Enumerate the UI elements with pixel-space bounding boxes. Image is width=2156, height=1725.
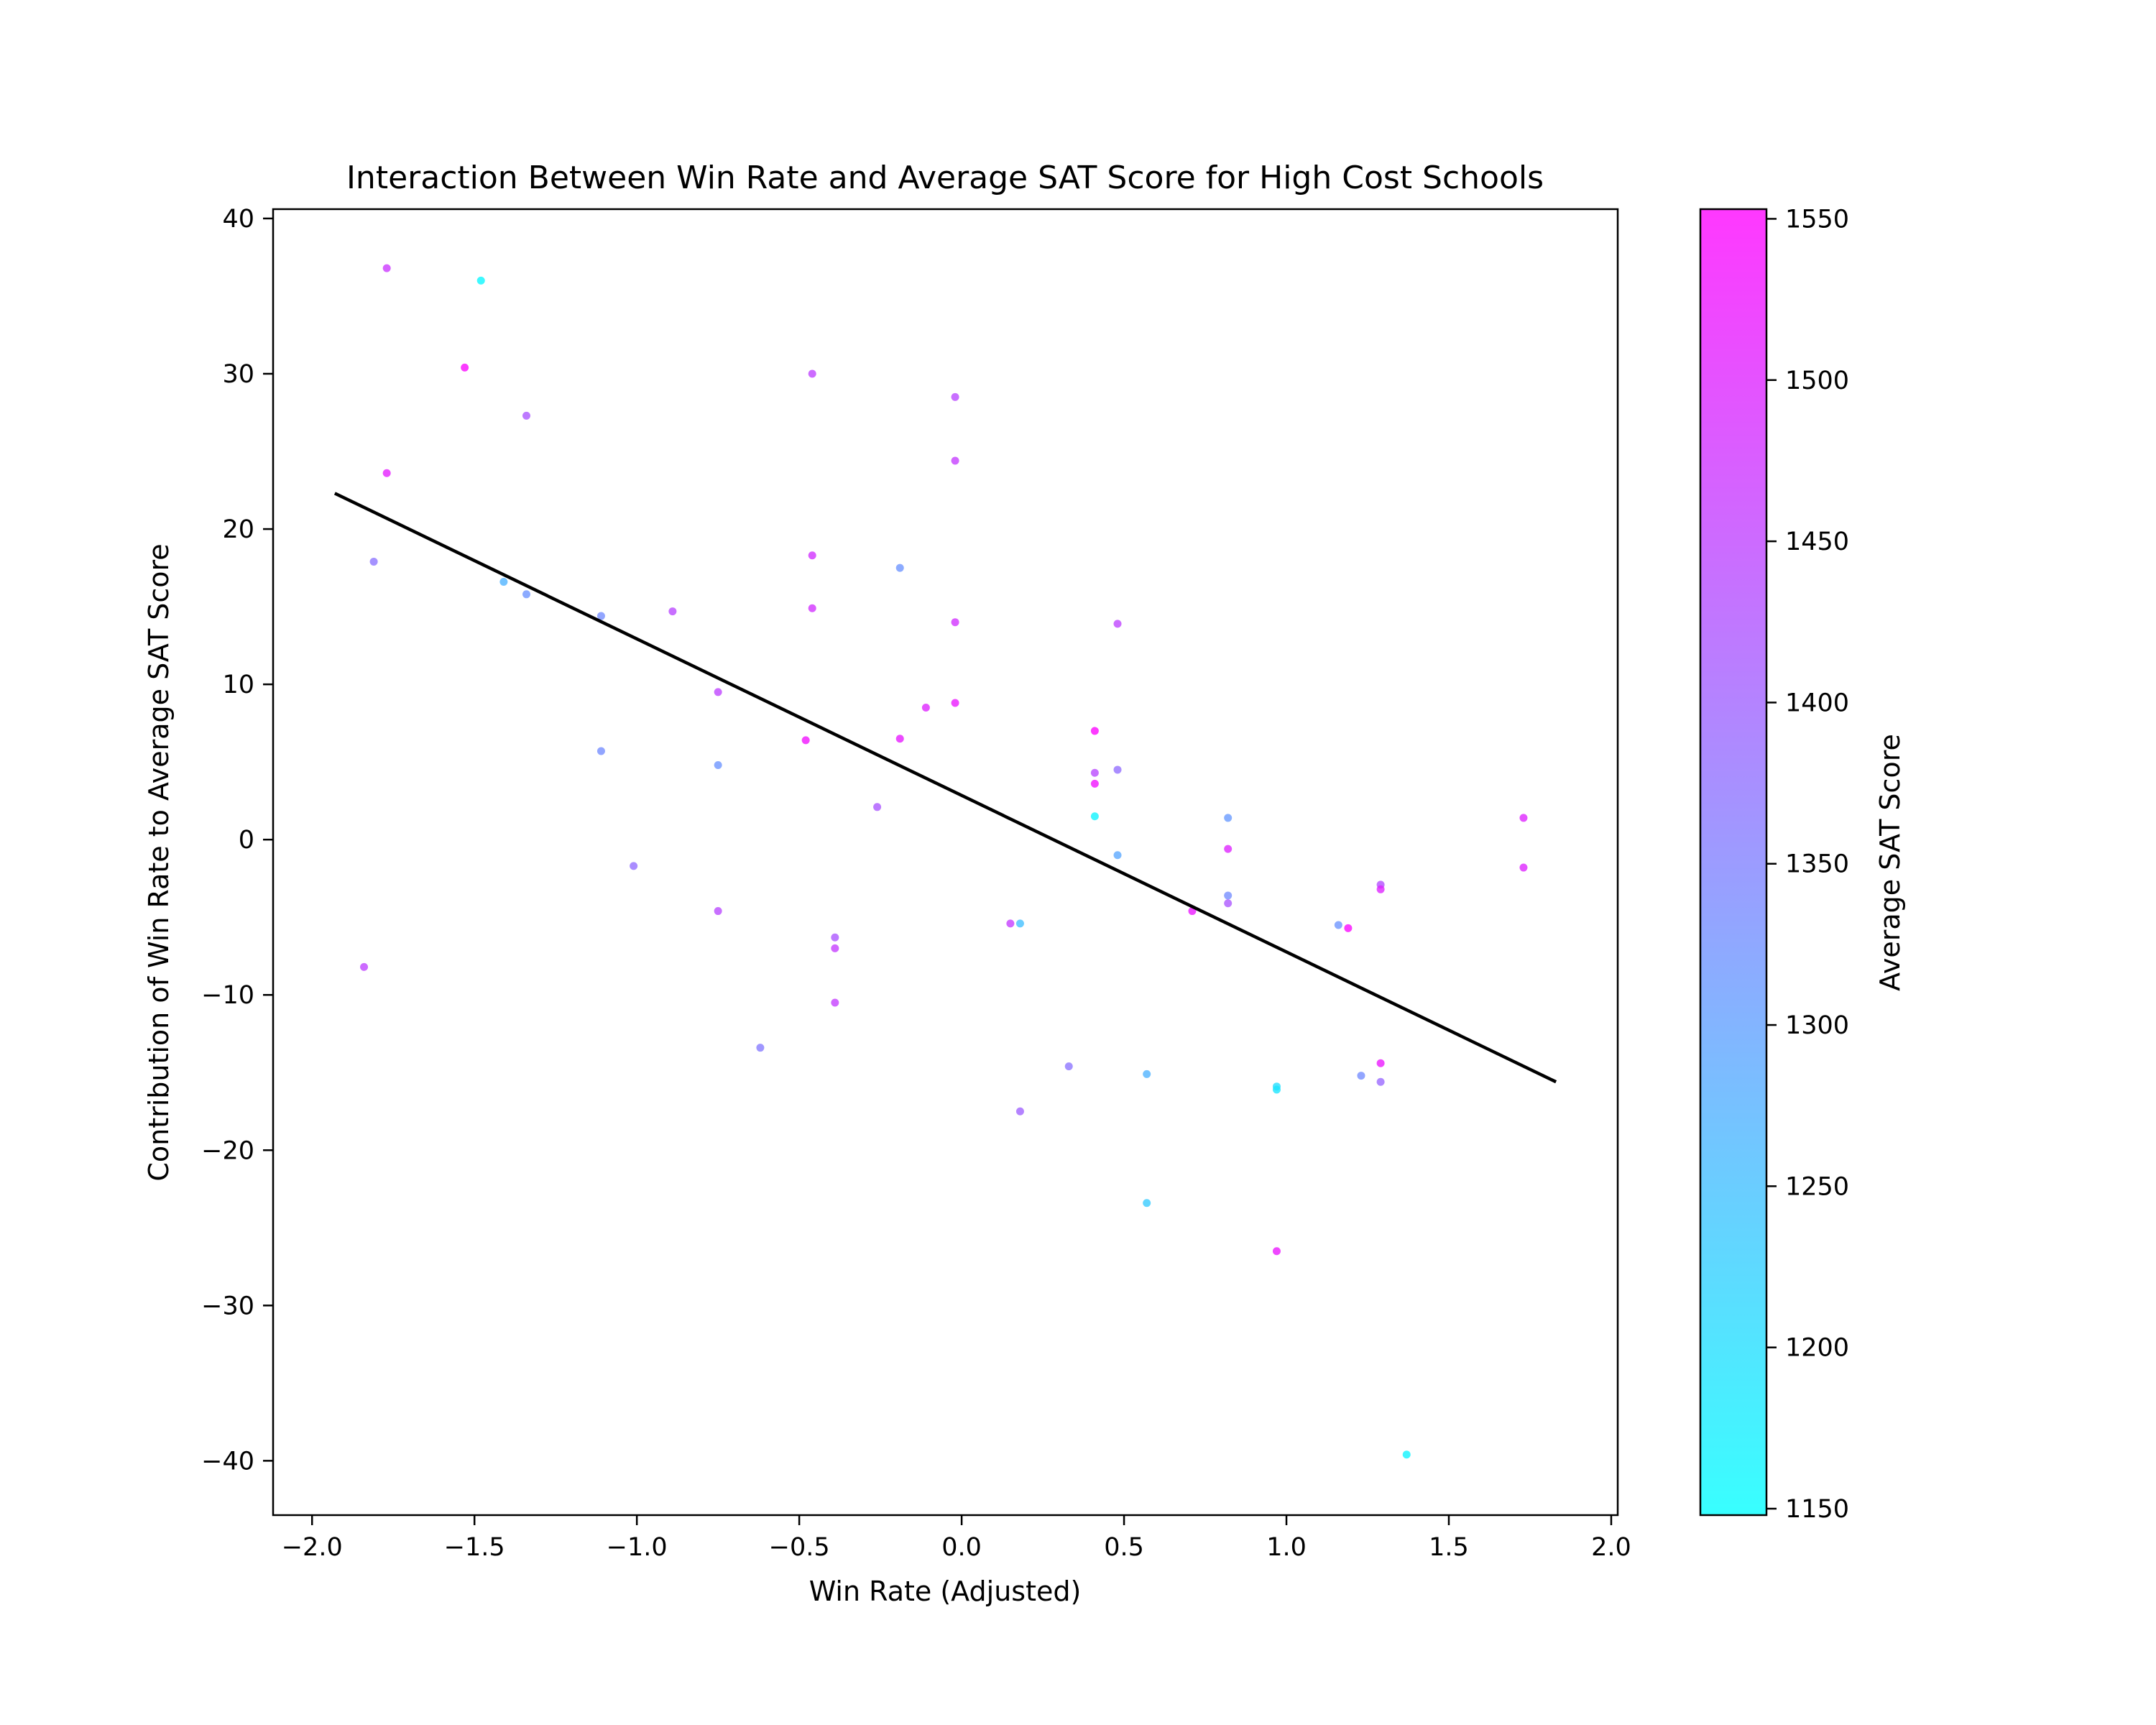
data-point [369,557,378,566]
data-point [1090,812,1099,821]
data-point [1113,765,1122,774]
x-tick-label: 1.5 [1429,1533,1469,1562]
data-point [1357,1072,1365,1080]
data-point [1113,851,1122,860]
data-point [808,604,816,612]
plot-frame [272,208,1619,1517]
points-layer [360,264,1528,1459]
y-tick-label: 20 [222,515,254,544]
colorbar-tick-label: 1250 [1785,1172,1849,1201]
data-point [1064,1062,1073,1071]
y-tick-label: −20 [201,1136,254,1165]
data-point [714,760,722,769]
colorbar-tick-label: 1200 [1785,1334,1849,1363]
data-point [714,907,722,916]
colorbar-tick-label: 1150 [1785,1495,1849,1524]
data-point [1334,921,1342,929]
y-axis: −40 −30 −20 −10 0 10 20 30 40 [201,205,273,1476]
data-point [1344,924,1353,932]
data-point [1224,814,1233,822]
data-point [895,735,904,743]
data-point [1224,899,1233,908]
data-point [499,578,508,586]
data-point [596,612,605,620]
chart-title: Interaction Between Win Rate and Average… [346,160,1544,196]
colorbar-tick-label: 1450 [1785,528,1849,556]
data-point [1090,727,1099,735]
x-tick-label: −1.0 [607,1533,668,1562]
colorbar-tick-label: 1400 [1785,689,1849,717]
y-axis-label: Contribution of Win Rate to Average SAT … [143,543,175,1181]
data-point [630,862,638,870]
data-point [1015,1107,1024,1116]
data-point [921,704,930,712]
y-tick-label: 0 [239,826,254,855]
trend-line [333,492,1557,1084]
data-point [1272,1247,1281,1256]
x-tick-label: −0.5 [769,1533,830,1562]
x-tick-label: 1.0 [1266,1533,1307,1562]
colorbar-tick-label: 1350 [1785,850,1849,879]
data-point [1090,779,1099,788]
data-point [360,962,369,971]
data-point [1006,919,1015,928]
x-tick-label: 2.0 [1591,1533,1631,1562]
data-point [1402,1450,1411,1459]
data-point [831,933,839,942]
x-tick-label: −1.5 [444,1533,505,1562]
y-tick-label: 30 [222,360,254,389]
colorbar-tick-label: 1550 [1785,205,1849,234]
data-point [1519,814,1528,822]
data-point [1224,891,1233,900]
data-point [831,944,839,952]
data-point [808,369,816,378]
data-point [1376,1077,1385,1086]
x-tick-label: 0.5 [1104,1533,1144,1562]
data-point [951,699,959,707]
x-tick-label: 0.0 [941,1533,982,1562]
data-point [668,607,677,616]
data-point [1113,620,1122,628]
data-point [714,688,722,696]
y-tick-label: 10 [222,671,254,699]
data-point [873,803,882,811]
data-point [596,747,605,755]
y-tick-label: 40 [222,205,254,234]
y-tick-label: −30 [201,1292,254,1320]
data-point [1376,1059,1385,1067]
x-tick-label: −2.0 [282,1533,343,1562]
data-point [1015,919,1024,928]
colorbar-axis: 1150 1200 1250 1300 1350 1400 1450 1500 1550 [1766,205,1849,1524]
x-axis: −2.0 −1.5 −1.0 −0.5 0.0 0.5 1.0 1.5 2.0 [282,1515,1631,1562]
data-point [1143,1070,1151,1078]
data-point [1376,885,1385,893]
data-point [951,392,959,401]
colorbar [1699,208,1768,1517]
data-point [1143,1199,1151,1208]
data-point [801,736,810,745]
colorbar-label: Average SAT Score [1874,734,1906,991]
colorbar-tick-label: 1300 [1785,1011,1849,1040]
colorbar-tick-label: 1500 [1785,367,1849,395]
data-point [951,618,959,627]
data-point [522,411,531,420]
y-tick-label: −10 [201,981,254,1010]
data-point [808,551,816,560]
data-point [831,998,839,1007]
data-point [895,564,904,572]
data-point [461,363,469,372]
data-point [522,590,531,599]
data-point [756,1044,765,1052]
data-point [476,276,485,285]
data-point [951,456,959,465]
data-point [382,264,391,272]
data-point [382,469,391,477]
data-point [1224,845,1233,853]
x-axis-label: Win Rate (Adjusted) [809,1576,1082,1607]
y-tick-label: −40 [201,1447,254,1476]
data-point [1272,1085,1281,1094]
data-point [1090,768,1099,777]
data-point [1519,863,1528,872]
